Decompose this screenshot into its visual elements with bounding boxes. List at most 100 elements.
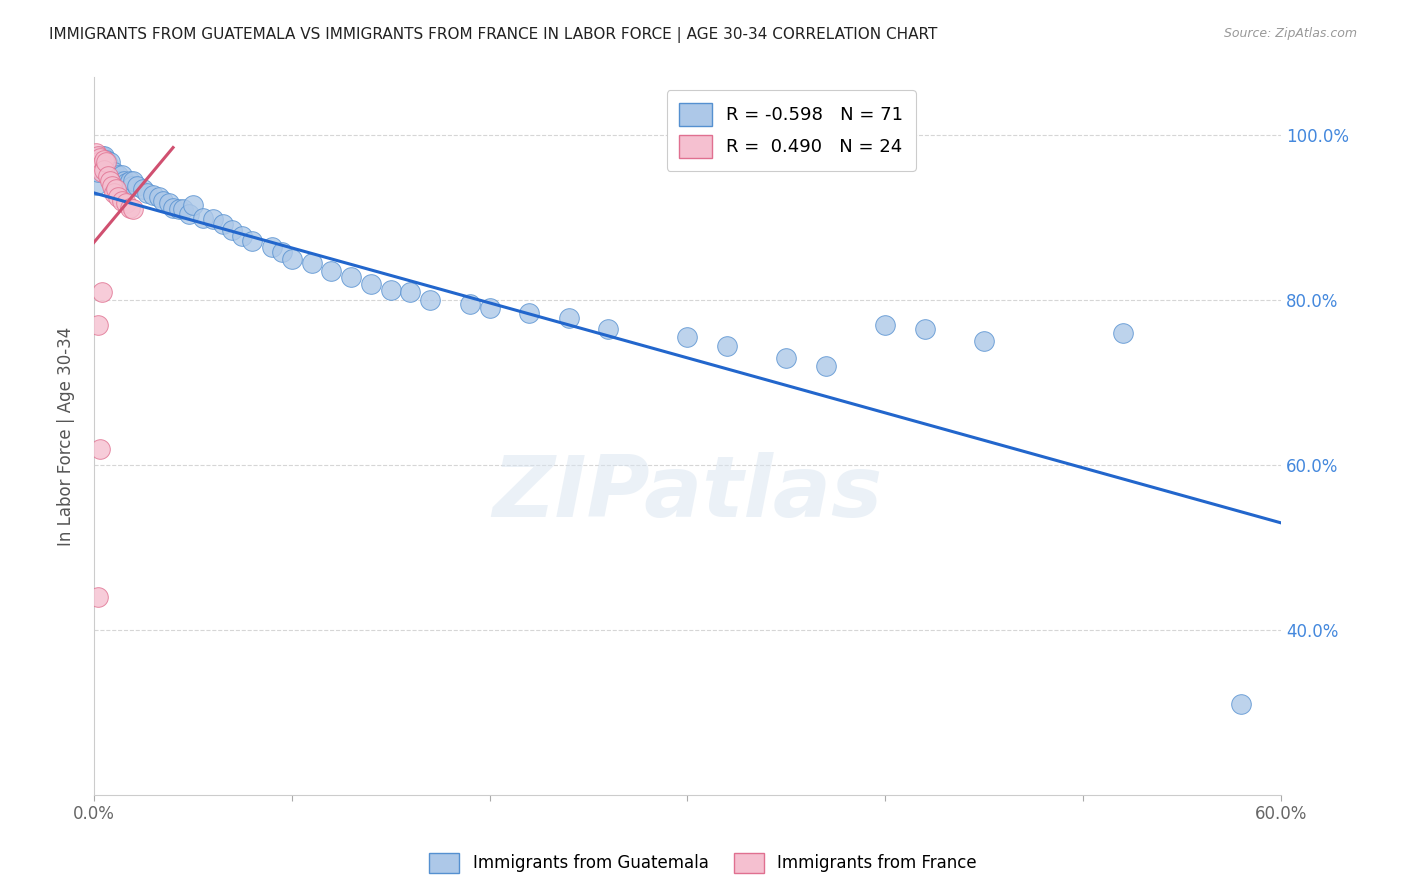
Point (114, 195, 136, 210)
Point (157, 195, 180, 210)
Point (84, 146, 107, 161)
Point (104, 173, 127, 187)
Point (90, 149, 112, 163)
Point (107, 178, 129, 192)
Point (108, 173, 131, 187)
Point (148, 190, 170, 204)
Point (231, 228, 253, 243)
Point (260, 239, 283, 253)
Point (301, 256, 323, 270)
Point (127, 179, 149, 194)
Point (380, 283, 402, 297)
Point (87, 153, 110, 167)
Point (93, 153, 115, 167)
Point (558, 311, 581, 326)
Point (97, 165, 120, 179)
Point (94, 153, 117, 167)
Point (191, 211, 214, 225)
Point (136, 186, 159, 200)
Point (875, 318, 897, 332)
Point (973, 334, 995, 349)
Point (100, 169, 122, 184)
Point (98, 154, 121, 169)
Point (90, 157, 112, 171)
Point (142, 187, 165, 202)
Point (93, 162, 115, 177)
Point (676, 330, 699, 344)
Point (107, 168, 129, 182)
Point (103, 186, 125, 200)
Point (90, 165, 112, 179)
Point (1111, 326, 1133, 340)
Point (87, 154, 110, 169)
Point (103, 178, 125, 192)
Point (118, 201, 141, 215)
Point (89, 161, 111, 176)
Point (87, 590, 110, 604)
Point (152, 194, 174, 209)
Point (211, 217, 233, 231)
Y-axis label: In Labor Force | Age 30-34: In Labor Force | Age 30-34 (58, 326, 75, 546)
Point (111, 194, 134, 209)
Point (87, 318, 110, 332)
Point (107, 190, 129, 204)
Point (111, 168, 134, 182)
Point (177, 206, 200, 220)
Point (775, 351, 797, 365)
Point (321, 264, 343, 278)
Point (221, 223, 243, 237)
Point (118, 173, 141, 187)
Point (240, 234, 263, 248)
Point (87, 165, 110, 179)
Point (914, 322, 936, 336)
Point (122, 173, 145, 187)
Text: ZIPatlas: ZIPatlas (492, 452, 883, 535)
Point (281, 252, 304, 266)
Point (122, 202, 145, 217)
Point (89, 149, 111, 163)
Point (100, 179, 122, 194)
Point (97, 157, 120, 171)
Point (117, 178, 139, 192)
Point (419, 293, 441, 307)
Legend: Immigrants from Guatemala, Immigrants from France: Immigrants from Guatemala, Immigrants fr… (423, 847, 983, 880)
Point (201, 212, 224, 227)
Point (90, 161, 112, 176)
Point (181, 198, 204, 212)
Legend: R = -0.598   N = 71, R =  0.490   N = 24: R = -0.598 N = 71, R = 0.490 N = 24 (666, 90, 915, 170)
Point (104, 182, 127, 196)
Point (399, 285, 422, 299)
Point (1230, 698, 1253, 712)
Point (167, 202, 190, 217)
Point (121, 179, 143, 194)
Point (132, 182, 155, 196)
Point (103, 165, 125, 179)
Point (114, 176, 136, 190)
Point (93, 161, 115, 176)
Point (172, 202, 194, 217)
Point (84, 178, 107, 192)
Text: Source: ZipAtlas.com: Source: ZipAtlas.com (1223, 27, 1357, 40)
Point (478, 301, 501, 316)
Point (716, 338, 738, 352)
Point (89, 161, 111, 176)
Point (162, 201, 184, 215)
Point (87, 149, 110, 163)
Point (97, 169, 120, 184)
Point (360, 277, 382, 291)
Point (89, 442, 111, 456)
Point (98, 173, 121, 187)
Point (90, 285, 112, 299)
Text: IMMIGRANTS FROM GUATEMALA VS IMMIGRANTS FROM FRANCE IN LABOR FORCE | AGE 30-34 C: IMMIGRANTS FROM GUATEMALA VS IMMIGRANTS … (49, 27, 938, 43)
Point (598, 322, 620, 336)
Point (98, 165, 121, 179)
Point (458, 297, 481, 311)
Point (270, 245, 292, 260)
Point (517, 305, 540, 319)
Point (94, 154, 117, 169)
Point (94, 161, 117, 176)
Point (89, 151, 111, 165)
Point (112, 173, 135, 187)
Point (340, 270, 363, 285)
Point (814, 359, 837, 373)
